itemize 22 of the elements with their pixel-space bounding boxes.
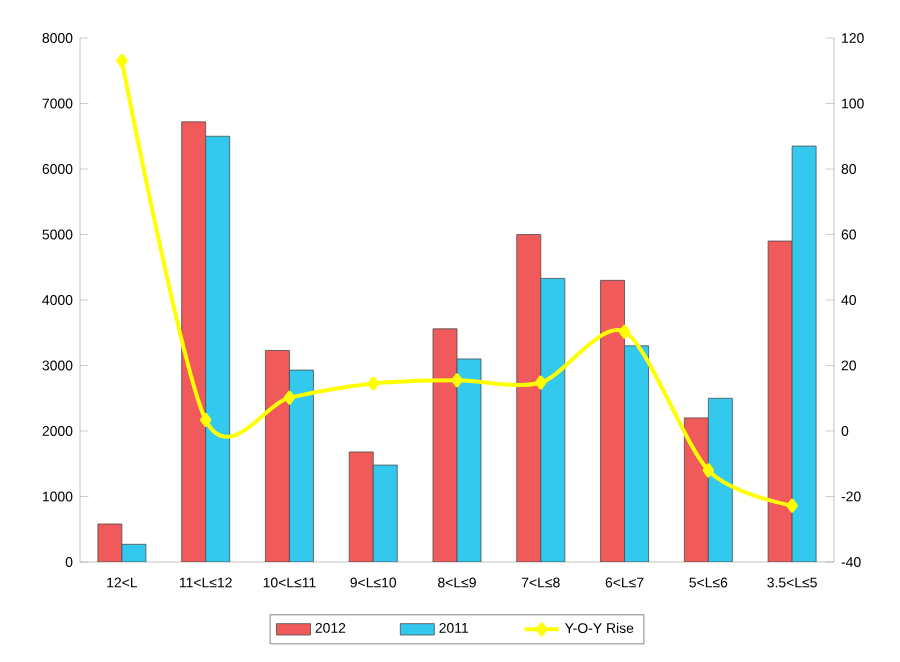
point xyxy=(283,390,296,405)
point xyxy=(702,463,715,478)
point xyxy=(367,376,379,391)
bar xyxy=(707,397,733,562)
bar xyxy=(265,350,290,562)
point xyxy=(535,375,547,390)
point xyxy=(199,412,212,427)
bar xyxy=(540,277,566,562)
bar xyxy=(205,135,231,562)
point xyxy=(116,53,128,68)
point xyxy=(618,324,631,339)
bar xyxy=(767,240,793,562)
bar xyxy=(600,279,625,562)
bar xyxy=(181,121,207,562)
bar xyxy=(516,234,542,562)
bar xyxy=(624,345,649,562)
bar xyxy=(289,369,314,562)
bar xyxy=(372,464,398,562)
bar xyxy=(348,451,374,562)
bar xyxy=(791,145,817,562)
point xyxy=(451,373,463,388)
point xyxy=(786,498,798,513)
